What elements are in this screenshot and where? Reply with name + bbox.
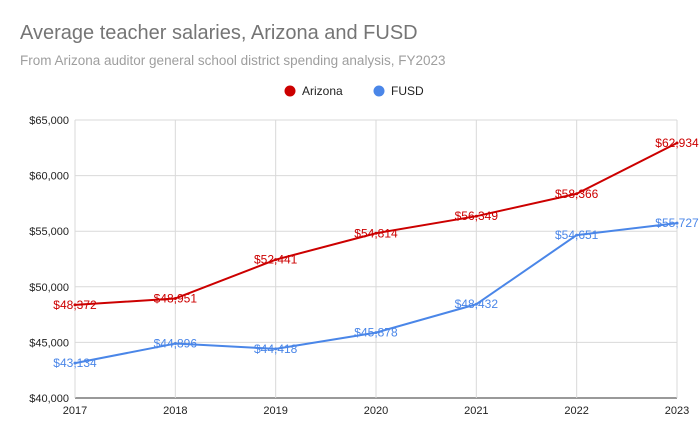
- data-label: $45,878: [354, 326, 398, 340]
- legend-label: Arizona: [302, 84, 343, 98]
- data-label: $43,134: [53, 356, 97, 370]
- data-point: [675, 141, 679, 145]
- legend-marker-arizona: [284, 85, 296, 97]
- data-label: $54,814: [354, 226, 398, 240]
- chart-title: Average teacher salaries, Arizona and FU…: [20, 22, 418, 44]
- data-point: [274, 258, 278, 262]
- data-point: [73, 361, 77, 365]
- data-label: $48,372: [53, 298, 97, 312]
- data-label: $44,418: [254, 342, 298, 356]
- x-tick-label: 2017: [63, 405, 87, 417]
- data-point: [575, 192, 579, 196]
- x-tick-label: 2019: [263, 405, 287, 417]
- y-tick-label: $45,000: [29, 337, 69, 349]
- y-tick-label: $65,000: [29, 115, 69, 127]
- data-point: [374, 231, 378, 235]
- legend-marker-fusd: [373, 85, 385, 97]
- legend-label: FUSD: [391, 84, 424, 98]
- x-tick-label: 2018: [163, 405, 187, 417]
- data-point: [173, 342, 177, 346]
- chart-subtitle: From Arizona auditor general school dist…: [20, 53, 446, 68]
- data-label: $62,934: [655, 136, 699, 150]
- x-tick-label: 2020: [364, 405, 388, 417]
- y-tick-label: $40,000: [29, 393, 69, 405]
- data-point: [374, 331, 378, 335]
- data-point: [474, 302, 478, 306]
- y-tick-label: $50,000: [29, 282, 69, 294]
- x-tick-label: 2022: [564, 405, 588, 417]
- data-point: [675, 221, 679, 225]
- x-tick-label: 2023: [665, 405, 689, 417]
- data-label: $48,951: [154, 291, 198, 305]
- data-label: $58,366: [555, 187, 599, 201]
- data-point: [474, 214, 478, 218]
- data-label: $48,432: [455, 297, 499, 311]
- data-point: [575, 233, 579, 237]
- data-point: [274, 347, 278, 351]
- data-label: $54,651: [555, 228, 599, 242]
- y-tick-label: $55,000: [29, 226, 69, 238]
- data-label: $44,896: [154, 337, 198, 351]
- data-point: [73, 303, 77, 307]
- data-label: $52,441: [254, 253, 298, 267]
- data-label: $56,349: [455, 209, 499, 223]
- y-tick-label: $60,000: [29, 171, 69, 183]
- data-point: [173, 296, 177, 300]
- data-label: $55,727: [655, 216, 699, 230]
- x-tick-label: 2021: [464, 405, 488, 417]
